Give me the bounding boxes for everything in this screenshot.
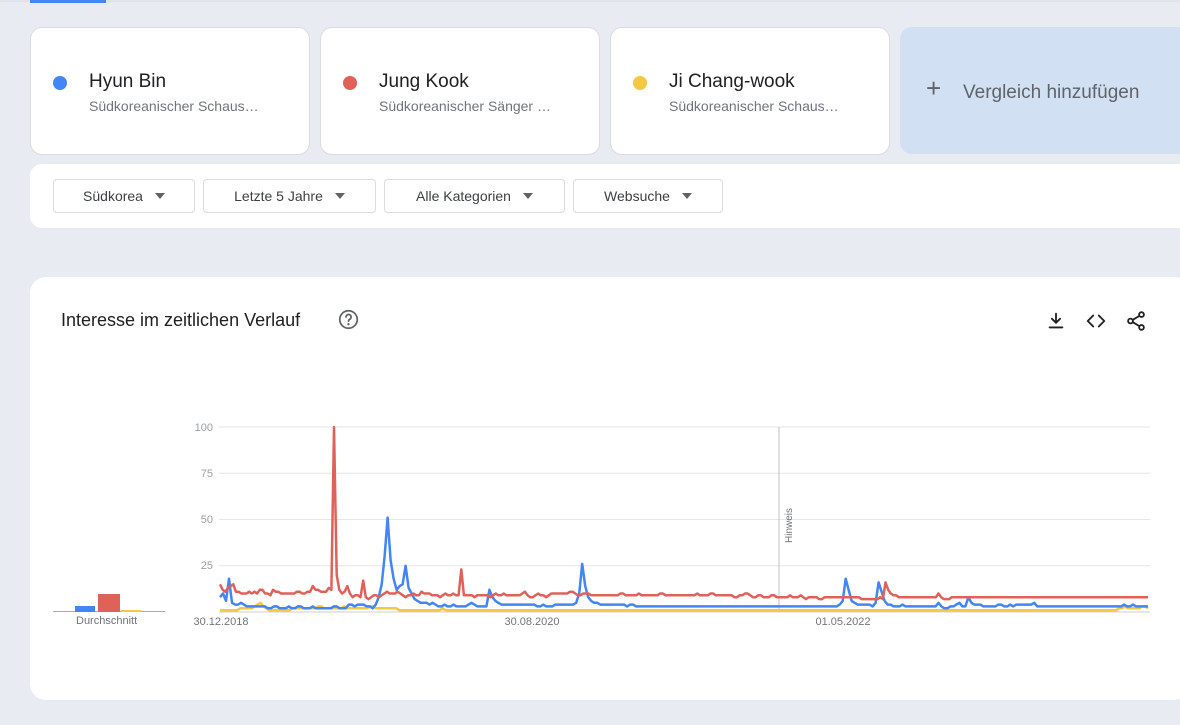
average-axis (53, 594, 165, 612)
filter-search-type-dropdown[interactable]: Websuche (573, 179, 723, 213)
average-bar-ji-chang-wook (121, 610, 141, 612)
series-layer (218, 425, 1149, 612)
active-tab-indicator (30, 0, 106, 3)
embed-icon[interactable] (1085, 310, 1107, 332)
average-bar-jung-kook (98, 594, 120, 612)
download-icon[interactable] (1045, 310, 1067, 332)
caret-down-icon (681, 193, 692, 199)
y-tick-label: 50 (201, 514, 213, 526)
term-subtitle: Südkoreanischer Schaus… (89, 98, 259, 114)
term-name: Jung Kook (379, 71, 469, 92)
term-name: Hyun Bin (89, 71, 167, 92)
filter-region-dropdown[interactable]: Südkorea (53, 179, 195, 213)
filter-category-dropdown[interactable]: Alle Kategorien (384, 179, 565, 213)
note-marker-label: Hinweis (784, 508, 795, 543)
average-label: Durchschnitt (76, 615, 138, 627)
chart-title: Interesse im zeitlichen Verlauf (61, 310, 301, 330)
average-bar-hyun-bin (75, 606, 95, 612)
filter-label: Südkorea (83, 188, 143, 204)
filter-label: Letzte 5 Jahre (234, 188, 323, 204)
term-card-hyun-bin[interactable]: Hyun Bin Südkoreanischer Schaus… (30, 27, 310, 155)
term-color-dot (53, 76, 67, 90)
caret-down-icon (334, 193, 345, 199)
term-name: Ji Chang-wook (669, 71, 795, 92)
term-color-dot (343, 76, 357, 90)
add-comparison-label: Vergleich hinzufügen (963, 82, 1140, 103)
filter-label: Websuche (604, 188, 670, 204)
x-tick-label: 30.08.2020 (504, 616, 559, 628)
term-subtitle: Südkoreanischer Schaus… (669, 98, 839, 114)
top-strip (0, 0, 1180, 2)
filter-time-dropdown[interactable]: Letzte 5 Jahre (203, 179, 376, 213)
series-line-hyun-bin[interactable] (219, 516, 1148, 610)
interest-over-time-card: Interesse im zeitlichen Verlauf Durchsch… (30, 277, 1180, 700)
caret-down-icon (154, 193, 165, 199)
filter-label: Alle Kategorien (416, 188, 511, 204)
term-subtitle: Südkoreanischer Sänger … (379, 98, 551, 114)
x-tick-label: 30.12.2018 (193, 616, 248, 628)
y-tick-label: 100 (195, 422, 213, 434)
term-color-dot (633, 76, 647, 90)
x-tick-label: 01.05.2022 (815, 616, 870, 628)
add-comparison-button[interactable]: + Vergleich hinzufügen (900, 27, 1180, 154)
y-tick-label: 25 (201, 560, 213, 572)
series-line-jung-kook[interactable] (218, 425, 1148, 601)
help-icon[interactable] (338, 309, 359, 330)
caret-down-icon (522, 193, 533, 199)
term-card-jung-kook[interactable]: Jung Kook Südkoreanischer Sänger … (320, 27, 600, 155)
share-icon[interactable] (1125, 310, 1147, 332)
term-card-ji-chang-wook[interactable]: Ji Chang-wook Südkoreanischer Schaus… (610, 27, 890, 155)
plus-icon: + (926, 73, 942, 103)
filter-bar: Südkorea Letzte 5 Jahre Alle Kategorien … (30, 164, 1180, 228)
y-tick-label: 75 (201, 468, 213, 480)
trend-line-chart: 100 75 50 25 30.12.2018 30.08.2020 01.05… (193, 422, 1150, 628)
